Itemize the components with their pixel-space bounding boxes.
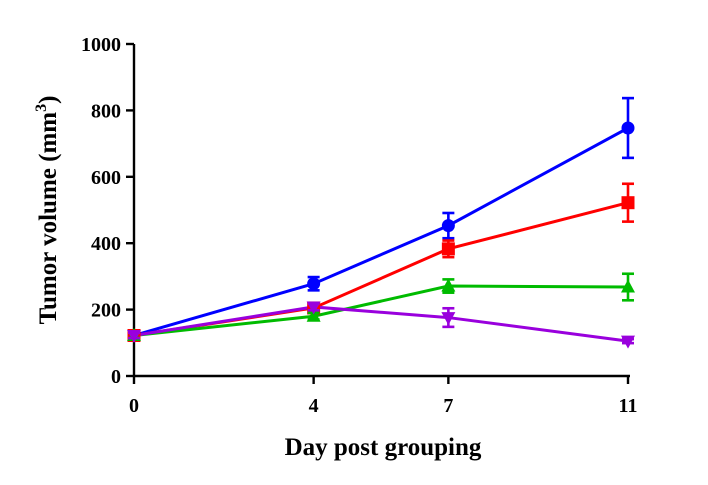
- data-point: [306, 308, 321, 322]
- y-axis-title-main: Tumor volume (mm: [35, 112, 62, 325]
- data-point: [621, 279, 635, 293]
- x-axis-title: Day post grouping: [285, 434, 482, 461]
- y-tick-label: 200: [91, 300, 121, 322]
- series-line-1: [133, 126, 629, 337]
- x-tick-label: 0: [129, 395, 139, 417]
- x-tick-label: 7: [443, 395, 453, 417]
- data-point: [621, 121, 635, 135]
- y-ticks: 0 200 400 600 800 1000: [81, 34, 134, 388]
- data-point: [441, 278, 456, 292]
- y-axis-title-sup: 3: [33, 104, 50, 112]
- x-tick-label: 4: [309, 395, 319, 417]
- y-tick-label: 800: [91, 100, 121, 122]
- data-point: [441, 242, 455, 256]
- data-point: [621, 335, 635, 349]
- data-point: [127, 329, 141, 343]
- data-point: [306, 301, 321, 315]
- data-point: [441, 312, 456, 326]
- y-tick-label: 400: [91, 233, 121, 255]
- x-tick-label: 11: [619, 395, 638, 417]
- series-line-3: [133, 284, 629, 337]
- y-tick-label: 600: [91, 167, 121, 189]
- x-axis: 0 4 7 11: [129, 374, 637, 417]
- data-point: [307, 277, 321, 291]
- series-line-4: [133, 305, 629, 343]
- y-tick-label: 0: [111, 366, 121, 388]
- y-axis-title: Tumor volume (mm3): [33, 96, 62, 325]
- plot-area: [127, 96, 635, 349]
- data-point: [621, 196, 635, 210]
- y-tick-label: 1000: [81, 34, 121, 56]
- x-ticks: 0 4 7 11: [129, 376, 637, 417]
- y-axis-title-close: ): [35, 96, 62, 104]
- series-4-points: [127, 301, 635, 349]
- series-2-points: [127, 182, 635, 342]
- y-axis: 0 200 400 600 800 1000: [81, 34, 136, 388]
- data-point: [441, 219, 455, 233]
